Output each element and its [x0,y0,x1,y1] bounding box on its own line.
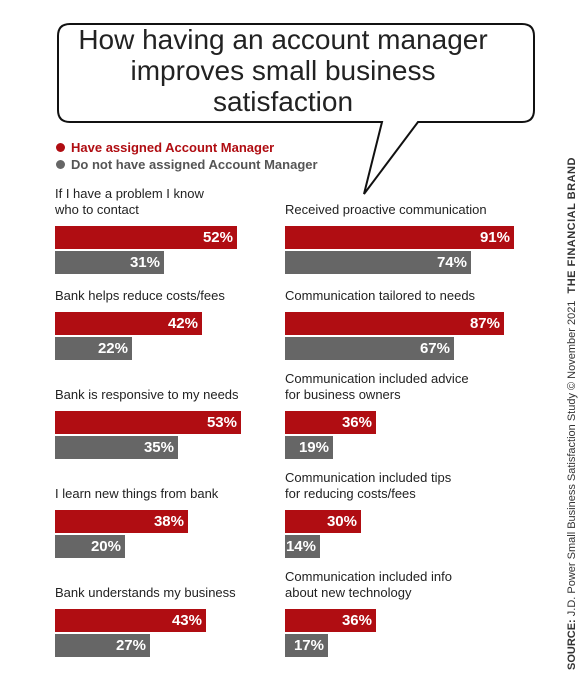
bar-not: 27% [55,634,150,657]
bar-not: 35% [55,436,178,459]
category-label-line: for reducing costs/fees [285,486,416,501]
legend-label-not: Do not have assigned Account Manager [71,157,318,172]
bar-value-label: 52% [202,229,233,246]
bar-value-label: 17% [293,637,324,654]
category-label: Communication included advice for busines… [285,371,469,403]
bar-value-label: 87% [469,315,500,332]
category-label-line: Communication included advice [285,371,469,386]
bar-value-label: 67% [419,340,450,357]
category-label-line: Communication tailored to needs [285,288,476,303]
category-label-line: If I have a problem I know [55,186,204,201]
bar-have: 30% [285,510,361,533]
category-label: Received proactive communication [285,202,487,218]
bar-value-label: 91% [479,229,510,246]
bar-not: 14% [285,535,320,558]
category-label-line: Communication included tips [285,470,452,485]
source-credit: SOURCE: J.D. Power Small Business Satisf… [566,157,578,670]
bar-value-label: 14% [285,538,316,555]
category-label-line: Bank understands my business [55,585,236,600]
bar-have: 36% [285,411,376,434]
category-label-line: Bank is responsive to my needs [55,387,239,402]
bar-have: 42% [55,312,202,335]
category-label-line: Bank helps reduce costs/fees [55,288,225,303]
source-text: J.D. Power Small Business Satisfaction S… [566,300,578,617]
category-label: Communication tailored to needs [285,288,475,304]
bar-value-label: 36% [341,612,372,629]
bar-not: 17% [285,634,328,657]
category-label: Bank helps reduce costs/fees [55,288,225,304]
category-label-line: who to contact [55,202,139,217]
bar-have: 38% [55,510,188,533]
category-label: Bank is responsive to my needs [55,387,239,403]
legend-label-have: Have assigned Account Manager [71,140,275,155]
category-label-line: Communication included info [285,569,452,584]
chart-title-line-2: improves small business satisfaction [130,55,436,117]
bar-value-label: 35% [143,439,174,456]
bar-value-label: 43% [171,612,202,629]
bar-have: 53% [55,411,241,434]
bar-not: 67% [285,337,454,360]
bar-value-label: 53% [206,414,237,431]
category-label: Bank understands my business [55,585,236,601]
category-label: Communication included info about new tec… [285,569,452,601]
category-label-line: Received proactive communication [285,202,487,217]
legend-item-have: Have assigned Account Manager [56,140,274,155]
source-prefix: SOURCE: [566,619,578,670]
bar-value-label: 22% [97,340,128,357]
bar-not: 20% [55,535,125,558]
category-label-line: about new technology [285,585,412,600]
bar-not: 19% [285,436,333,459]
legend-swatch-have [56,143,65,152]
category-label-line: I learn new things from bank [55,486,219,501]
bar-not: 31% [55,251,164,274]
bar-value-label: 30% [326,513,357,530]
bar-value-label: 74% [436,254,467,271]
legend-item-not: Do not have assigned Account Manager [56,157,318,172]
category-label-line: for business owners [285,387,401,402]
bar-have: 36% [285,609,376,632]
category-label: Communication included tips for reducing … [285,470,451,502]
bar-value-label: 31% [129,254,160,271]
bar-value-label: 42% [167,315,198,332]
brand-name: THE FINANCIAL BRAND [566,157,578,294]
chart-title: How having an account manager improves s… [58,24,508,117]
bar-not: 22% [55,337,132,360]
bar-have: 87% [285,312,504,335]
category-label: If I have a problem I know who to contact [55,186,204,218]
bar-value-label: 19% [298,439,329,456]
bar-value-label: 20% [90,538,121,555]
bar-value-label: 38% [153,513,184,530]
bar-not: 74% [285,251,471,274]
bar-have: 91% [285,226,514,249]
bar-have: 52% [55,226,237,249]
chart-title-line-1: How having an account manager [78,24,488,55]
legend-swatch-not [56,160,65,169]
bar-have: 43% [55,609,206,632]
bar-value-label: 36% [341,414,372,431]
category-label: I learn new things from bank [55,486,218,502]
bar-value-label: 27% [115,637,146,654]
